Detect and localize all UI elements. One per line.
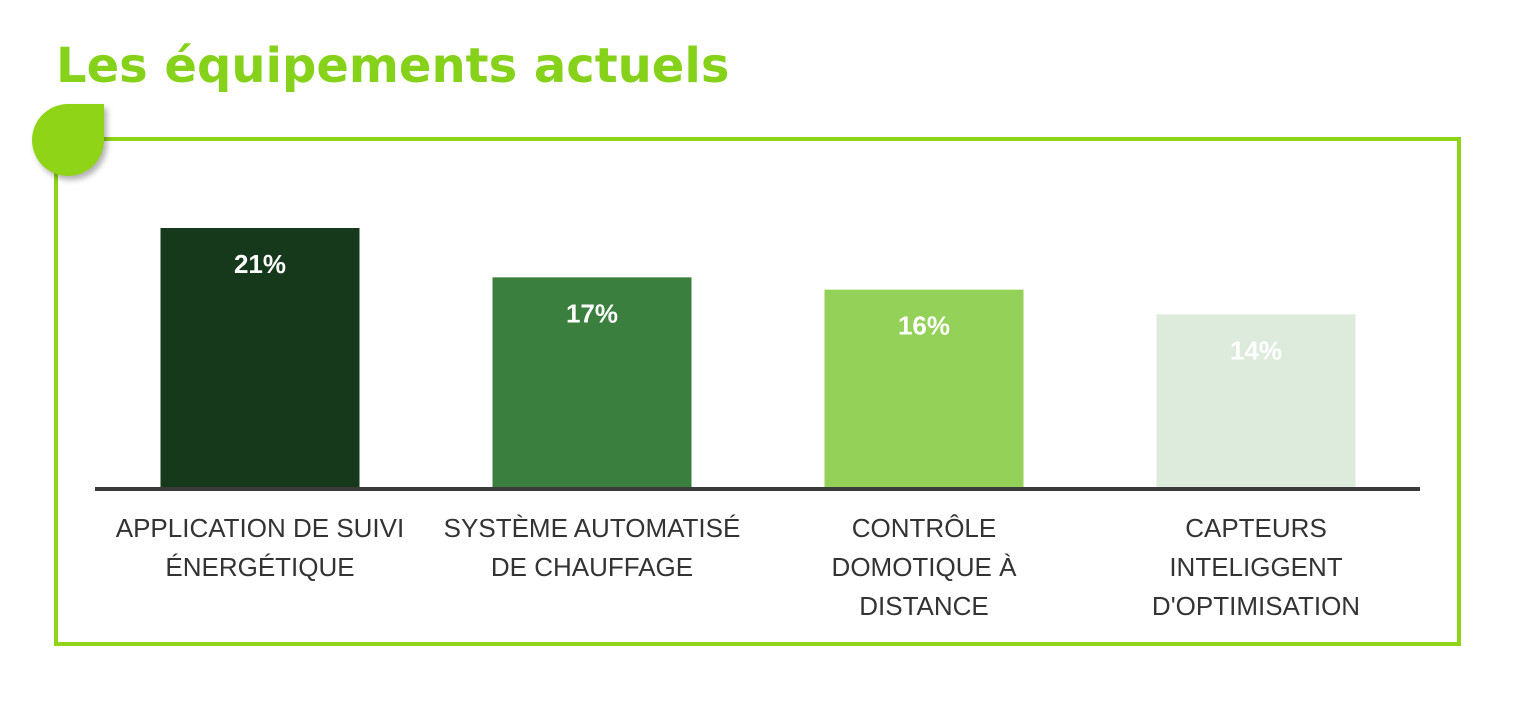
plot: 21% APPLICATION DE SUIVI ÉNERGÉTIQUE 17% SYS… [116,228,1360,621]
x-tick-label: SYSTÈME AUTOMATISÉ DE CHAUFFAGE [444,513,741,582]
value-label: 21% [234,249,286,279]
x-tick-label-line: DOMOTIQUE À [832,552,1018,582]
x-tick-label-line: ÉNERGÉTIQUE [165,552,354,582]
x-tick-label-line: SYSTÈME AUTOMATISÉ [444,513,741,543]
value-label: 17% [566,298,618,328]
x-tick-label-line: APPLICATION DE SUIVI [116,513,404,543]
x-tick-label-line: D'OPTIMISATION [1152,591,1360,621]
x-tick-label: APPLICATION DE SUIVI ÉNERGÉTIQUE [116,513,404,582]
x-tick-label-line: CONTRÔLE [852,513,996,543]
x-tick-label-line: INTELIGGENT [1169,552,1342,582]
corner-badge [32,104,104,176]
bar [1156,314,1356,487]
frame [54,137,1461,646]
value-label: 14% [1230,335,1282,365]
x-tick-label-line: CAPTEURS [1185,513,1327,543]
chart-title: Les équipements actuels [56,38,729,94]
bar [492,277,692,487]
value-label: 16% [898,311,950,341]
x-tick-label: CAPTEURS INTELIGGENT D'OPTIMISATION [1152,513,1360,621]
x-tick-label-line: DISTANCE [859,591,989,621]
x-tick-label: CONTRÔLE DOMOTIQUE À DISTANCE [832,513,1018,621]
bar [160,228,360,487]
x-tick-label-line: DE CHAUFFAGE [491,552,693,582]
bar [824,289,1024,487]
